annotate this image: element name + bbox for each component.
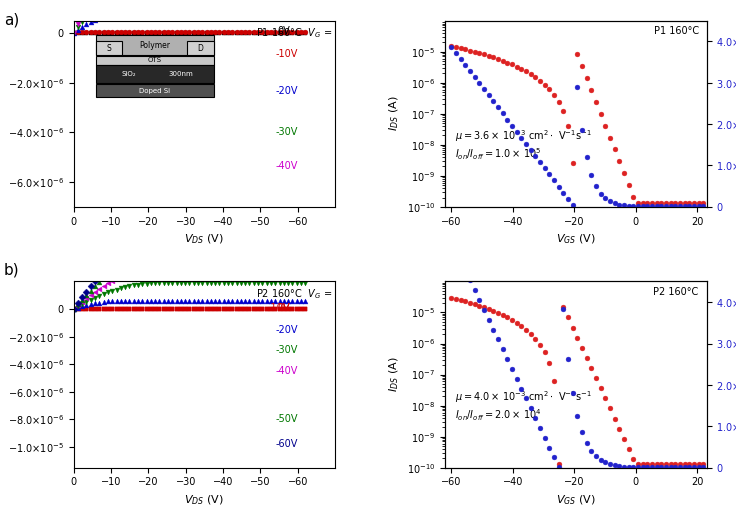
Text: P2 160°C: P2 160°C — [654, 287, 698, 297]
Text: -10V: -10V — [275, 49, 298, 59]
Text: -40V: -40V — [275, 161, 298, 171]
Text: P1 160°C  $V_G$ =: P1 160°C $V_G$ = — [256, 26, 333, 40]
Text: 0V: 0V — [277, 26, 290, 36]
Text: -20V: -20V — [275, 325, 298, 335]
Y-axis label: $I_{DS}$ (A): $I_{DS}$ (A) — [388, 96, 401, 132]
X-axis label: $V_{DS}$ (V): $V_{DS}$ (V) — [185, 232, 224, 246]
Text: $\mu = 3.6\times\,10^{-3}\ \mathrm{cm^2\cdot\ V^{-1}s^{-1}}$
$I_{on}/I_{off} = 1: $\mu = 3.6\times\,10^{-3}\ \mathrm{cm^2\… — [456, 128, 592, 162]
Y-axis label: $I_{DS}$ (A): $I_{DS}$ (A) — [0, 96, 2, 132]
Text: b): b) — [4, 262, 19, 277]
Text: 0V: 0V — [277, 303, 290, 314]
Text: -20V: -20V — [275, 86, 298, 96]
Text: -50V: -50V — [275, 414, 298, 425]
Text: $\mu = 4.0\times\,10^{-3}\ \mathrm{cm^2\cdot\ V^{-1}s^{-1}}$
$I_{on}/I_{off} = 2: $\mu = 4.0\times\,10^{-3}\ \mathrm{cm^2\… — [456, 390, 592, 423]
X-axis label: $V_{GS}$ (V): $V_{GS}$ (V) — [556, 232, 595, 246]
Text: -10V: -10V — [268, 303, 290, 314]
X-axis label: $V_{DS}$ (V): $V_{DS}$ (V) — [185, 493, 224, 507]
Text: -30V: -30V — [275, 127, 298, 137]
Text: P2 160°C  $V_G$ =: P2 160°C $V_G$ = — [256, 287, 333, 301]
Text: -30V: -30V — [275, 345, 298, 355]
X-axis label: $V_{GS}$ (V): $V_{GS}$ (V) — [556, 493, 595, 507]
Text: -40V: -40V — [275, 366, 298, 376]
Y-axis label: $I_{DS}$ (A): $I_{DS}$ (A) — [388, 357, 401, 392]
Text: a): a) — [4, 13, 19, 28]
Y-axis label: $I_{DS}$ (A): $I_{DS}$ (A) — [0, 357, 2, 392]
Text: -60V: -60V — [275, 439, 298, 449]
Text: P1 160°C: P1 160°C — [654, 26, 698, 36]
